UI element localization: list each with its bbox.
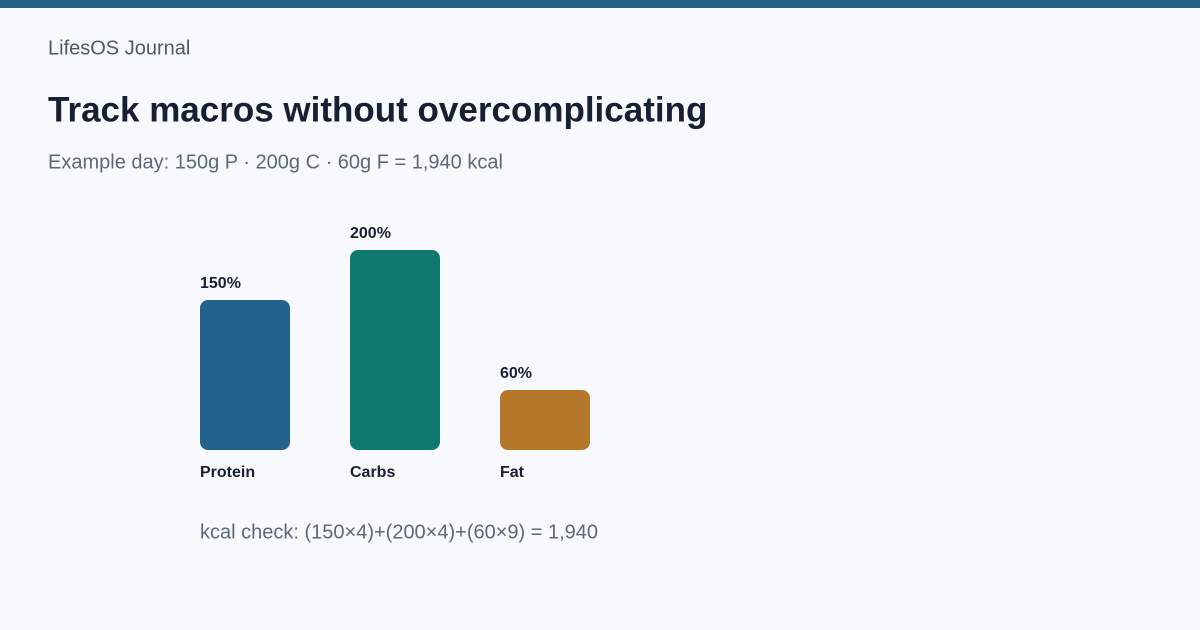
bar	[350, 250, 440, 450]
value-label: 60%	[500, 365, 532, 382]
bar	[500, 390, 590, 450]
annotation: kcal check: (150×4)+(200×4)+(60×9) = 1,9…	[200, 521, 598, 543]
brand: LifesOS Journal	[48, 37, 190, 59]
top-stripe	[0, 0, 1200, 8]
value-label: 200%	[350, 225, 391, 242]
chart-title: Track macros without overcomplicating	[48, 90, 707, 129]
value-label: 150%	[200, 275, 241, 292]
category-label: Fat	[500, 464, 525, 481]
category-label: Protein	[200, 464, 255, 481]
category-label: Carbs	[350, 464, 395, 481]
chart-subtitle: Example day: 150g P · 200g C · 60g F = 1…	[48, 151, 503, 173]
bar	[200, 300, 290, 450]
